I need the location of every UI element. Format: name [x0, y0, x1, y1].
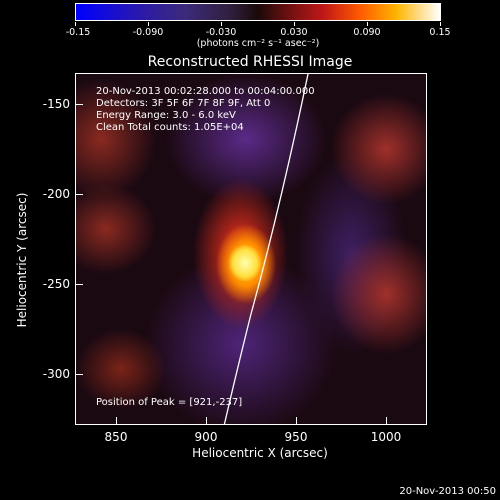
- colorbar-tick: [367, 22, 368, 26]
- x-tick-label: 1000: [370, 430, 402, 444]
- render-timestamp: 20-Nov-2013 00:50: [399, 486, 496, 497]
- y-tick: [75, 194, 83, 195]
- x-tick: [386, 417, 387, 425]
- colorbar-label: -0.090: [132, 27, 164, 38]
- info-energy: Energy Range: 3.0 - 6.0 keV: [96, 110, 236, 121]
- y-tick: [75, 104, 83, 105]
- y-tick: [75, 284, 83, 285]
- rhessi-image: 20-Nov-2013 00:02:28.000 to 00:04:00.000…: [75, 73, 427, 425]
- positive-region: [331, 234, 426, 354]
- solar-limb-svg: [223, 74, 309, 424]
- x-tick-label: 900: [194, 430, 218, 444]
- colorbar-tick: [75, 22, 76, 26]
- y-axis-title: Heliocentric Y (arcsec): [15, 192, 29, 328]
- x-tick: [116, 417, 117, 425]
- x-tick: [206, 417, 207, 425]
- colorbar-units: (photons cm⁻² s⁻¹ asec⁻²): [196, 38, 320, 49]
- colorbar-label: 0.030: [280, 27, 308, 38]
- y-tick-label: -250: [42, 277, 70, 291]
- colorbar-label: 0.15: [429, 27, 451, 38]
- y-tick: [75, 374, 83, 375]
- info-detectors: Detectors: 3F 5F 6F 7F 8F 9F, Att 0: [96, 98, 271, 109]
- colorbar-label: -0.030: [205, 27, 237, 38]
- positive-region: [76, 184, 156, 274]
- info-clean: Clean Total counts: 1.05E+04: [96, 122, 244, 133]
- peak-position: Position of Peak = [921,-237]: [96, 397, 243, 408]
- colorbar-label: 0.090: [353, 27, 381, 38]
- solar-limb: [223, 74, 309, 424]
- colorbar-tick: [221, 22, 222, 26]
- colorbar-tick: [294, 22, 295, 26]
- y-tick-label: -150: [42, 97, 70, 111]
- x-tick-label: 950: [284, 430, 308, 444]
- info-time-range: 20-Nov-2013 00:02:28.000 to 00:04:00.000: [96, 86, 315, 97]
- x-tick-label: 850: [104, 430, 128, 444]
- flare-peak: [228, 244, 262, 282]
- x-axis-title: Heliocentric X (arcsec): [192, 446, 328, 460]
- positive-region: [331, 94, 426, 204]
- y-tick-label: -200: [42, 187, 70, 201]
- y-tick-label: -300: [42, 367, 70, 381]
- colorbar: [75, 3, 441, 21]
- colorbar-tick: [148, 22, 149, 26]
- positive-region: [76, 329, 166, 409]
- colorbar-tick: [440, 22, 441, 26]
- x-tick: [296, 417, 297, 425]
- colorbar-label: -0.15: [65, 27, 91, 38]
- image-title: Reconstructed RHESSI Image: [147, 54, 353, 70]
